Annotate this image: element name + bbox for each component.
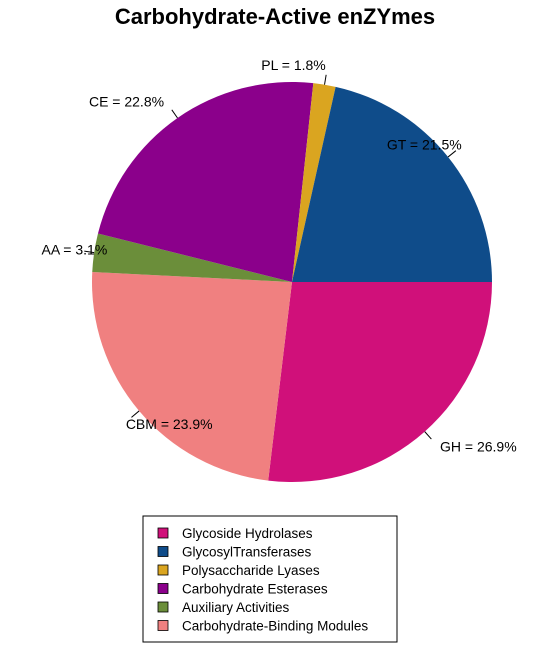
label-tick-gh [424, 431, 432, 440]
legend-box [142, 515, 398, 643]
legend-label-pl: Polysaccharide Lyases [182, 563, 320, 578]
slice-label-cbm: CBM = 23.9% [126, 416, 213, 432]
legend-label-aa: Auxiliary Activities [182, 600, 290, 615]
legend: Glycoside Hydrolases GlycosylTransferases… [142, 515, 398, 643]
slice-labels: GH = 26.9% CBM = 23.9% AA = 3.1% CE = 22.8%… [42, 57, 517, 455]
legend-label-gh: Glycoside Hydrolases [182, 526, 313, 541]
legend-swatch-gh [157, 527, 169, 539]
label-tick-pl [324, 74, 327, 85]
legend-swatch-ce [157, 583, 169, 594]
slice-label-ce: CE = 22.8% [89, 94, 164, 110]
legend-swatch-pl [157, 564, 169, 576]
label-tick-ce [171, 109, 178, 119]
pie-slice-cbm [92, 271, 293, 481]
slice-label-gh: GH = 26.9% [440, 439, 517, 455]
legend-label-cbm: Carbohydrate-Binding Modules [182, 619, 368, 634]
legend-label-ce: Carbohydrate Esterases [182, 582, 328, 597]
legend-label-gt: GlycosylTransferases [182, 545, 312, 560]
slice-label-gt: GT = 21.5% [387, 136, 462, 152]
label-tick-aa [84, 250, 95, 254]
pie-slice-ce [97, 81, 314, 282]
legend-swatch-cbm [157, 620, 169, 631]
label-tick-gt [447, 150, 457, 158]
slice-label-pl: PL = 1.8% [261, 57, 325, 73]
chart-title: Carbohydrate-Active enZYmes [115, 4, 435, 29]
pie-slice-pl [292, 83, 336, 283]
pie-slice-aa [92, 233, 292, 282]
legend-swatch-gt [157, 546, 169, 557]
slice-label-aa: AA = 3.1% [42, 242, 108, 258]
pie-slices [92, 81, 492, 482]
pie-slice-gh [268, 282, 492, 482]
label-tick-cbm [131, 410, 140, 418]
legend-swatch-aa [157, 601, 169, 613]
pie-slice-gt [292, 86, 492, 282]
